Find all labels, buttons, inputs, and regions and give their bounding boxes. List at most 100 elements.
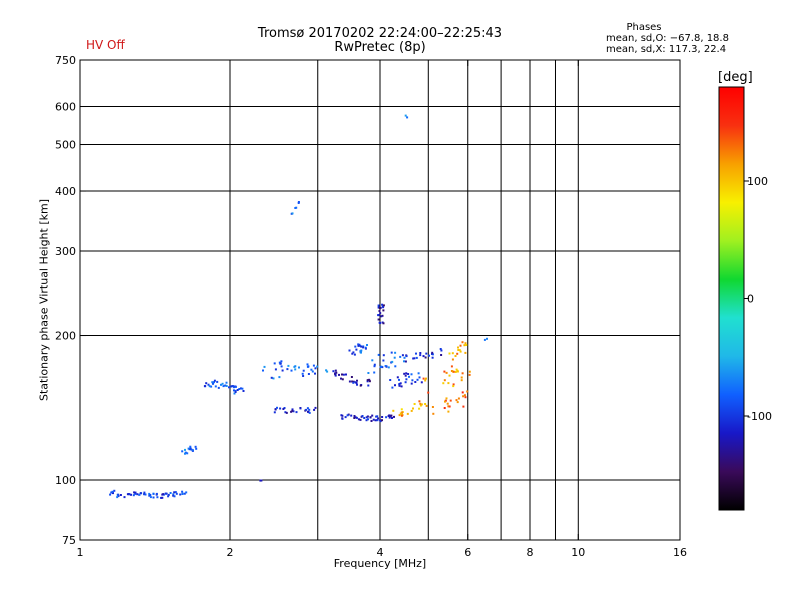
data-point (344, 416, 347, 419)
data-point (174, 491, 177, 494)
data-point (450, 365, 453, 368)
data-point (160, 496, 163, 499)
data-point (457, 349, 460, 351)
data-point (447, 382, 450, 385)
data-point (210, 385, 213, 388)
data-point (352, 381, 355, 384)
data-point (451, 358, 454, 361)
data-point (340, 377, 342, 380)
data-point (458, 349, 461, 352)
data-point (282, 408, 285, 410)
data-point (224, 384, 227, 387)
data-point (173, 495, 176, 498)
data-point (316, 365, 319, 368)
data-point (342, 373, 345, 376)
data-point (169, 492, 172, 494)
data-point (390, 351, 393, 354)
data-point (367, 418, 369, 421)
data-point (428, 354, 430, 357)
data-point (376, 415, 379, 418)
data-point (400, 408, 403, 411)
data-point (119, 494, 122, 496)
data-point (233, 392, 236, 395)
data-point (326, 370, 329, 373)
data-point (384, 365, 387, 367)
data-point (234, 389, 237, 392)
data-point (461, 391, 464, 394)
data-point (234, 385, 237, 388)
data-point (161, 496, 164, 499)
data-point (413, 357, 416, 360)
data-point (424, 379, 427, 382)
data-point (379, 366, 382, 368)
x-tick-label: 4 (377, 546, 384, 559)
data-point (306, 407, 309, 410)
data-point (357, 344, 360, 347)
data-point (276, 406, 278, 409)
data-point (382, 309, 385, 312)
data-point (464, 396, 467, 399)
data-point (181, 490, 184, 493)
data-point (369, 416, 372, 419)
data-point (211, 381, 214, 384)
data-point (354, 345, 357, 348)
data-point (152, 492, 155, 495)
data-point (191, 449, 194, 452)
data-point (393, 356, 396, 359)
data-point (126, 493, 129, 496)
data-point (367, 384, 370, 387)
data-point (377, 314, 380, 317)
data-point (360, 351, 362, 354)
data-point (419, 352, 422, 354)
data-point (445, 371, 448, 374)
data-point (418, 400, 421, 403)
data-point (407, 373, 410, 375)
data-point (132, 494, 135, 497)
data-point (378, 307, 381, 309)
data-point (483, 338, 486, 341)
data-point (152, 496, 155, 499)
data-point (220, 383, 222, 386)
data-point (379, 420, 382, 423)
x-axis-label: Frequency [MHz] (333, 557, 427, 570)
data-point (357, 418, 360, 421)
data-point (310, 368, 313, 371)
data-point (448, 374, 451, 377)
data-point (388, 414, 391, 417)
data-point (364, 346, 367, 349)
x-tick-label: 16 (673, 546, 687, 559)
data-point (468, 373, 471, 376)
data-point (415, 356, 418, 359)
data-point (464, 351, 467, 354)
data-point (381, 419, 383, 422)
data-point (381, 314, 384, 317)
data-point (207, 383, 210, 386)
data-point (382, 306, 385, 309)
data-point (332, 370, 335, 373)
data-point (462, 395, 465, 398)
data-point (334, 372, 337, 375)
data-point (431, 406, 434, 408)
data-point (285, 411, 288, 414)
data-point (410, 382, 413, 385)
data-point (456, 401, 459, 404)
data-point (375, 415, 378, 418)
data-point (270, 376, 273, 379)
data-point (457, 397, 460, 400)
data-point (398, 384, 401, 387)
data-point (286, 368, 289, 371)
data-point (212, 382, 214, 385)
data-point (451, 352, 454, 355)
data-point (378, 310, 381, 312)
data-point (392, 409, 395, 412)
data-point (365, 419, 368, 422)
data-point (372, 418, 375, 421)
data-point (414, 381, 417, 383)
data-point (412, 407, 414, 410)
data-point (405, 378, 408, 381)
data-point (184, 448, 186, 451)
data-point (308, 411, 311, 414)
data-point (411, 379, 414, 382)
data-point (203, 385, 206, 388)
